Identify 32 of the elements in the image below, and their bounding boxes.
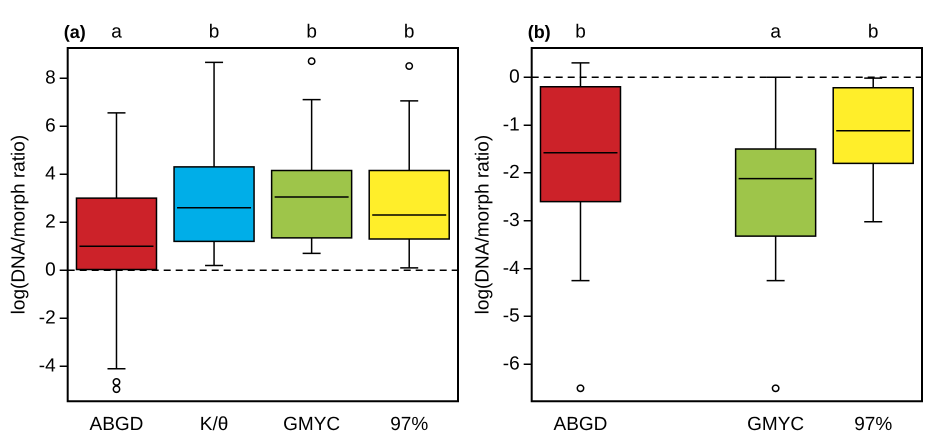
x-tick-label: 97%: [854, 414, 892, 435]
y-tick-label: 0: [509, 66, 520, 88]
x-tick-label: GMYC: [283, 414, 340, 435]
y-tick-label: 4: [45, 163, 56, 184]
x-tick-label: ABGD: [90, 414, 144, 435]
x-tick-label: GMYC: [747, 414, 804, 435]
text: b: [208, 22, 220, 43]
y-tick-label: -2: [502, 162, 520, 184]
y-tick-label: -6: [502, 354, 520, 375]
y-tick-label: -4: [502, 258, 520, 279]
x-tick-label: K/θ: [200, 414, 228, 435]
y-tick-label: -5: [502, 306, 520, 327]
y-tick-label: 8: [45, 67, 56, 88]
x-tick-label: ABGD: [554, 414, 608, 435]
text: b: [868, 22, 878, 43]
text: a: [770, 22, 782, 43]
y-tick-label: -4: [38, 356, 56, 377]
text: b: [404, 22, 414, 43]
y-tick-label: -2: [38, 308, 56, 329]
y-tick-label: 6: [45, 115, 56, 136]
y-tick-label: 0: [45, 259, 56, 280]
y-tick-label: 2: [45, 211, 56, 232]
chart-title: (b): [528, 22, 551, 42]
chart-title: (a): [64, 22, 86, 42]
text: b: [575, 22, 586, 43]
y-axis-title: log(DNA/morph ratio): [8, 134, 30, 314]
text: a: [111, 22, 122, 43]
y-tick-label: -1: [502, 114, 520, 136]
text: b: [306, 22, 317, 43]
y-axis-title: log(DNA/morph ratio): [472, 134, 494, 314]
x-tick-label: 97%: [390, 414, 428, 435]
y-tick-label: -3: [502, 210, 520, 232]
